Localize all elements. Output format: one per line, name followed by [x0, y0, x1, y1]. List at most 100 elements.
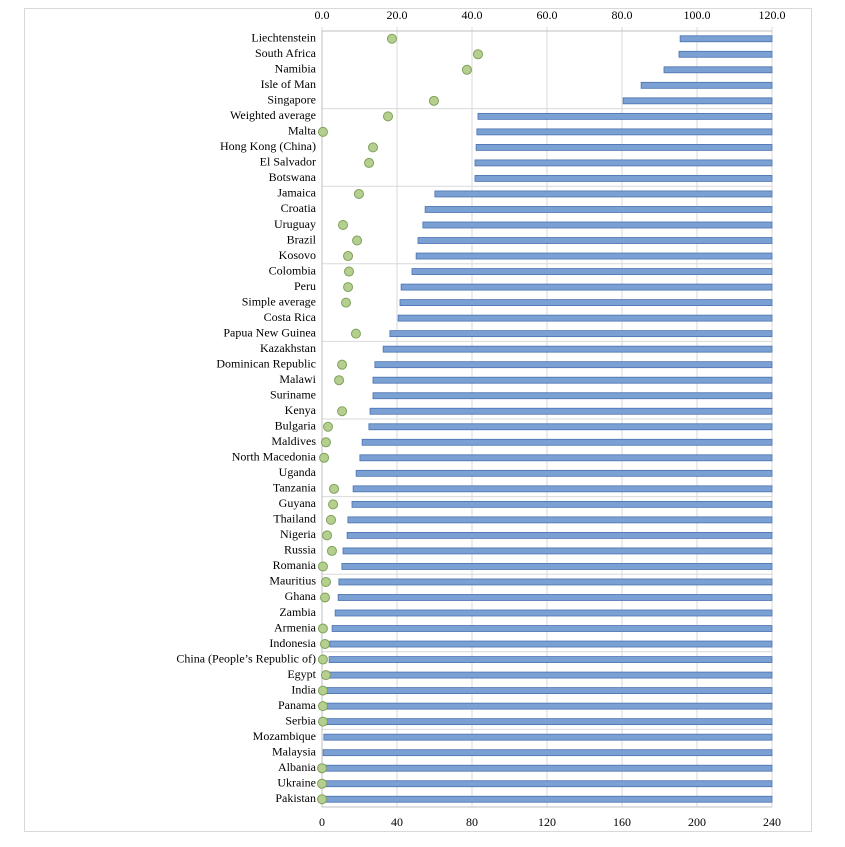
bar [337, 594, 773, 601]
bar [400, 283, 773, 291]
x2-tick-label: 40.0 [462, 8, 483, 22]
y-tick-label: Zambia [279, 605, 316, 619]
dot [317, 716, 328, 727]
y-tick-label: Weighted average [230, 108, 316, 122]
bar [322, 749, 773, 757]
dot [317, 685, 328, 696]
bar [327, 671, 773, 679]
dot [352, 235, 363, 246]
bar [663, 66, 773, 74]
dot [328, 499, 339, 510]
bar [329, 640, 773, 648]
x2-tick-label: 60.0 [537, 8, 558, 22]
bar [322, 764, 773, 772]
y-tick-label: Malaysia [272, 744, 317, 758]
dot [334, 375, 345, 386]
y-tick-label: South Africa [255, 46, 317, 60]
y-tick-label: Namibia [275, 62, 317, 76]
y-tick-label: Isle of Man [261, 77, 316, 91]
dot [320, 670, 331, 681]
bar [372, 392, 773, 400]
x-tick-label: 200 [688, 815, 706, 829]
dot [317, 701, 328, 712]
x2-tick-label: 0.0 [315, 8, 330, 22]
y-tick-label: Pakistan [275, 791, 316, 805]
bar [342, 547, 773, 555]
x2-tick-label: 120.0 [759, 8, 786, 22]
dot [320, 576, 331, 587]
y-tick-label: Albania [278, 760, 317, 774]
dot [320, 639, 330, 650]
dot [383, 111, 393, 122]
dot [337, 359, 348, 370]
y-tick-label: Maldives [271, 434, 316, 448]
dot [322, 530, 333, 541]
y-tick-label: Malawi [279, 372, 316, 386]
bar [346, 532, 773, 539]
y-tick-label: Liechtenstein [251, 31, 316, 45]
dot [473, 49, 483, 60]
y-tick-label: Kenya [285, 403, 317, 417]
dot [317, 654, 328, 665]
dot [326, 545, 337, 556]
dot [344, 266, 354, 277]
bar [374, 361, 773, 369]
bar [322, 795, 773, 803]
bar [352, 485, 773, 493]
bar [334, 609, 773, 617]
y-tick-label: El Salvador [260, 155, 316, 169]
bar [341, 563, 773, 570]
dot [317, 126, 328, 137]
y-tick-label: Indonesia [269, 636, 316, 650]
y-tick-label: Uruguay [274, 217, 316, 231]
bar [434, 190, 773, 198]
x-tick-label: 160 [613, 815, 631, 829]
x-tick-label: 0 [319, 815, 325, 829]
bar [328, 656, 773, 663]
x-tick-label: 80 [466, 815, 478, 829]
bar [678, 50, 773, 58]
dot [317, 763, 327, 774]
y-tick-label: Malta [288, 124, 317, 138]
x-tick-label: 40 [391, 815, 403, 829]
bar [424, 206, 773, 213]
y-tick-label: Croatia [281, 201, 317, 215]
bar [411, 268, 773, 275]
y-tick-label: Armenia [274, 620, 317, 634]
bar [474, 159, 773, 167]
y-tick-label: Kosovo [279, 248, 316, 262]
dot [343, 251, 354, 262]
y-tick-label: North Macedonia [232, 450, 317, 464]
y-tick-label: Singapore [267, 93, 316, 107]
y-tick-label: Papua New Guinea [223, 325, 316, 339]
dot [337, 406, 348, 417]
y-tick-label: Peru [294, 279, 316, 293]
y-tick-label: Egypt [287, 667, 316, 681]
dot [317, 623, 328, 634]
dot [320, 437, 331, 448]
y-tick-label: Guyana [279, 496, 317, 510]
bar [361, 438, 773, 446]
y-tick-label: Russia [284, 543, 317, 557]
bar [322, 780, 773, 788]
y-tick-label: Panama [278, 698, 317, 712]
dot [317, 561, 328, 572]
y-tick-label: Simple average [242, 294, 316, 308]
dot [323, 421, 333, 432]
bar [347, 516, 773, 524]
y-tick-label: Costa Rica [264, 310, 317, 324]
bar [417, 237, 773, 244]
bar [359, 454, 773, 462]
y-tick-label: China (People’s Republic of) [176, 651, 316, 665]
y-tick-label: Bulgaria [275, 419, 317, 433]
y-tick-label: Uganda [279, 465, 317, 479]
y-tick-label: Dominican Republic [216, 356, 316, 370]
x2-tick-label: 20.0 [387, 8, 408, 22]
bar [476, 128, 773, 136]
y-tick-label: Thailand [273, 512, 316, 526]
bar [331, 625, 773, 632]
y-tick-label: Mozambique [253, 729, 316, 743]
dot [350, 328, 361, 339]
dot [461, 64, 472, 75]
bar [389, 330, 773, 338]
